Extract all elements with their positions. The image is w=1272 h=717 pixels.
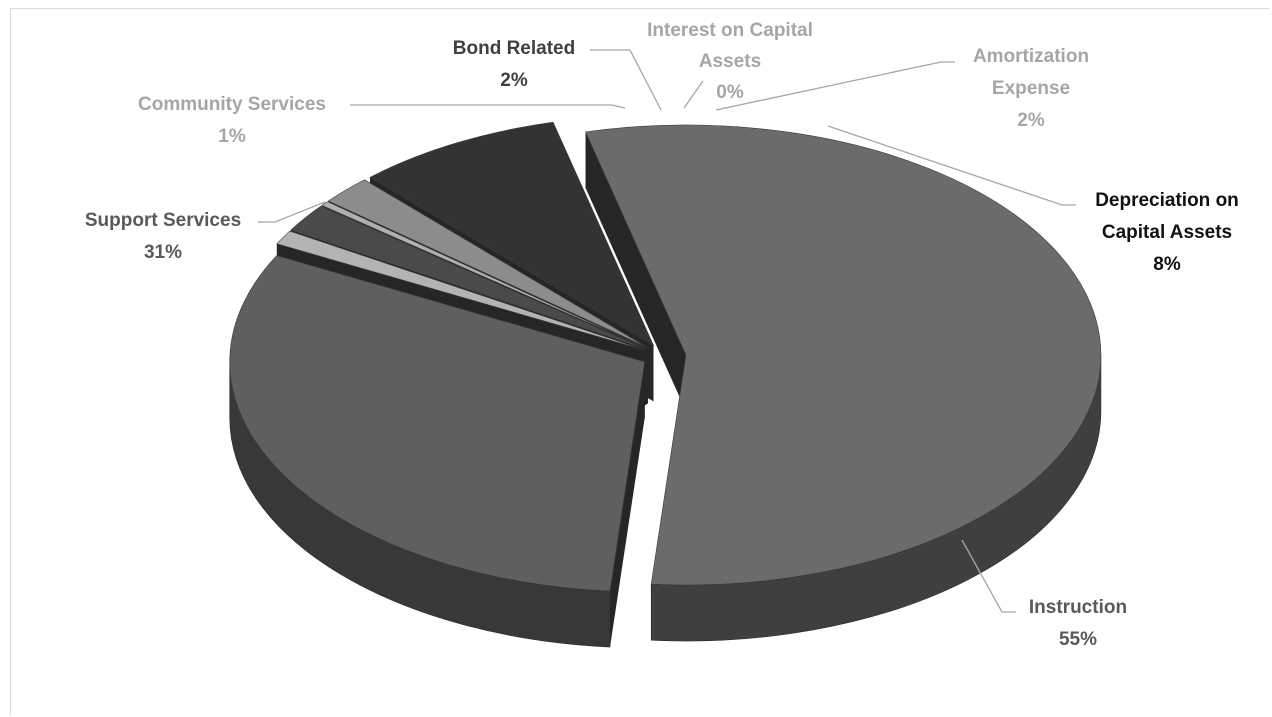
leader-line-community-services <box>350 104 626 109</box>
value-label-interest-on-capital-assets: 0% <box>716 82 744 103</box>
leader-line-amortization-expense <box>715 61 955 111</box>
slice-face-instruction <box>585 131 686 412</box>
slice-bond-related <box>290 205 647 350</box>
value-label-depreciation-on-capital-assets: 8% <box>1153 254 1181 275</box>
slice-labels: Instruction 55% Support Services 31% Communi… <box>85 20 1239 650</box>
slice-community-services <box>276 230 645 351</box>
slice-amortization-expense <box>327 179 649 348</box>
chart-area <box>10 8 1269 715</box>
slice-support-services <box>229 255 646 592</box>
slice-face-support-services <box>610 361 645 648</box>
value-label-support-services: 31% <box>144 242 182 263</box>
category-label-bond-related: Bond Related <box>453 38 575 59</box>
value-label-amortization-expense: 2% <box>1017 110 1045 131</box>
category-label-amortization-expense: Amortization <box>973 46 1089 67</box>
category-label-depreciation-on-capital-assets: Depreciation on <box>1095 190 1239 211</box>
category-label-depreciation-on-capital-assets: Capital Assets <box>1102 222 1232 243</box>
category-label-community-services: Community Services <box>138 94 326 115</box>
slice-interest-on-capital-assets <box>321 201 648 349</box>
leader-line-instruction <box>961 539 1016 613</box>
slice-instruction <box>585 124 1102 586</box>
category-label-interest-on-capital-assets: Interest on Capital <box>647 20 813 41</box>
value-label-community-services: 1% <box>218 126 246 147</box>
category-label-interest-on-capital-assets: Assets <box>699 51 761 72</box>
pie-tops <box>229 121 1102 592</box>
leader-line-interest-on-capital-assets <box>683 80 704 109</box>
leader-lines <box>258 49 1076 613</box>
slice-depreciation-on-capital-assets <box>369 121 655 347</box>
category-label-amortization-expense: Expense <box>992 78 1070 99</box>
category-label-support-services: Support Services <box>85 210 241 231</box>
category-label-instruction: Instruction <box>1029 597 1127 618</box>
leader-line-support-services <box>258 201 326 223</box>
leader-line-bond-related <box>590 49 662 111</box>
value-label-bond-related: 2% <box>500 70 528 91</box>
leader-line-depreciation-on-capital-assets <box>827 125 1076 206</box>
value-label-instruction: 55% <box>1059 629 1097 650</box>
